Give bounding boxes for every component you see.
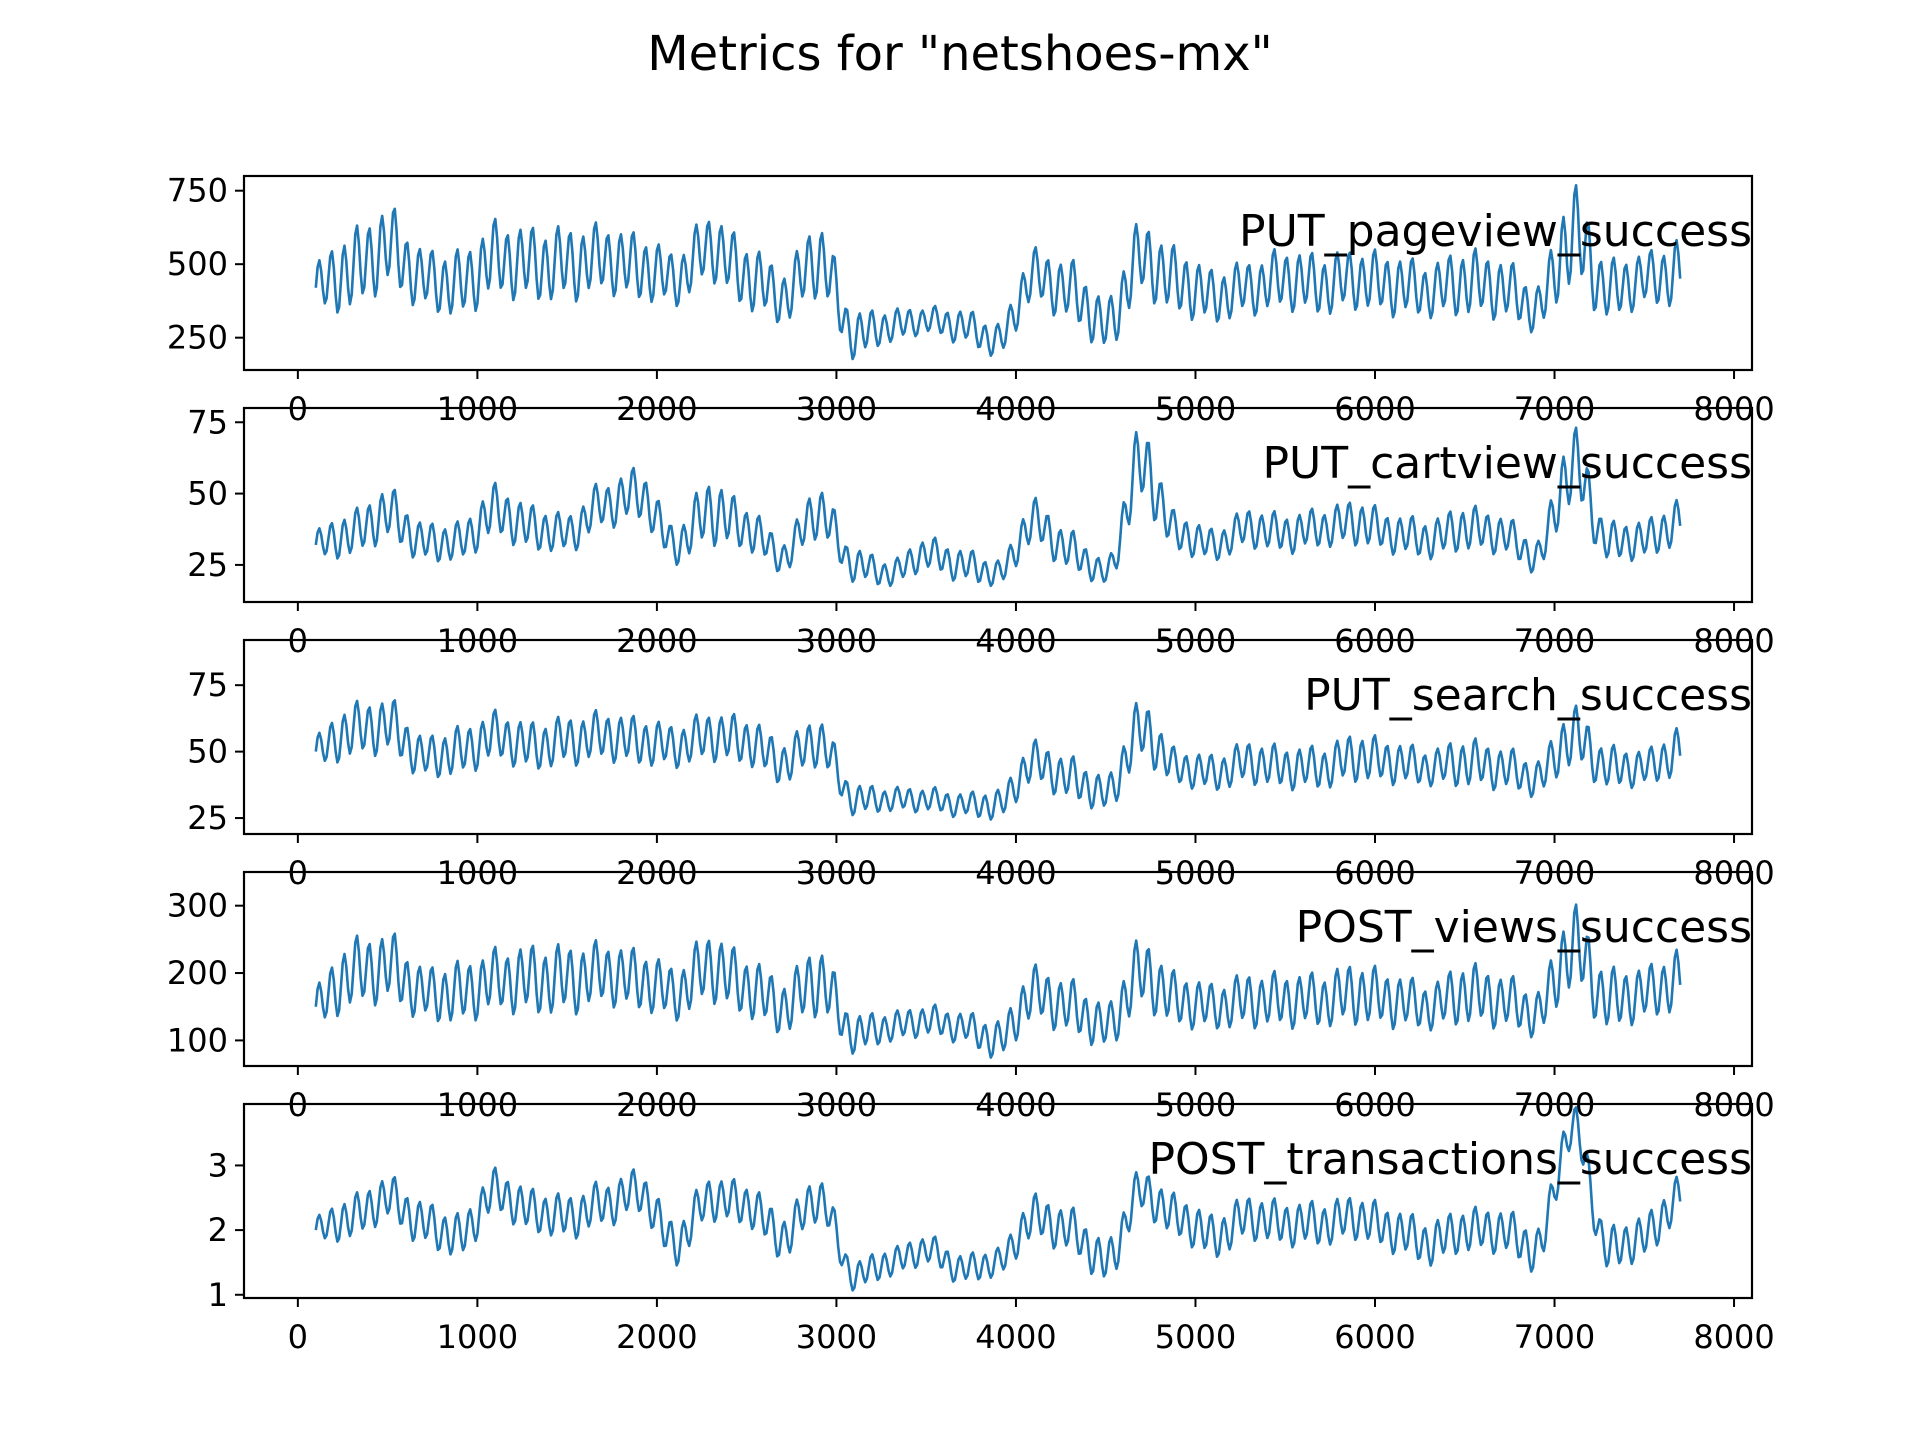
y-tick-label: 3 xyxy=(208,1146,228,1184)
y-tick-label: 750 xyxy=(167,172,228,210)
series-line-POST_views_success xyxy=(314,903,1682,1059)
y-tick-label: 75 xyxy=(187,403,228,441)
panel-label: PUT_cartview_success xyxy=(1262,438,1752,489)
x-tick-label: 5000 xyxy=(1155,1318,1236,1356)
y-tick-label: 75 xyxy=(187,666,228,704)
panel-label: PUT_search_success xyxy=(1304,670,1752,721)
x-tick-label: 2000 xyxy=(616,1318,697,1356)
series-line-POST_transactions_success xyxy=(314,1106,1682,1292)
y-tick-label: 250 xyxy=(167,319,228,357)
y-tick-label: 25 xyxy=(187,799,228,837)
y-tick-label: 200 xyxy=(167,954,228,992)
x-tick-label: 8000 xyxy=(1693,1318,1774,1356)
x-tick-label: 0 xyxy=(288,1318,308,1356)
series-line-PUT_pageview_success xyxy=(314,184,1682,361)
y-tick-label: 500 xyxy=(167,245,228,283)
series-line-PUT_search_success xyxy=(314,699,1682,821)
x-tick-label: 1000 xyxy=(437,1318,518,1356)
axes-frame xyxy=(242,406,1754,604)
axes-frame xyxy=(242,638,1754,836)
x-tick-label: 7000 xyxy=(1514,1318,1595,1356)
y-tick-label: 1 xyxy=(208,1276,228,1314)
axes-frame xyxy=(242,870,1754,1068)
panel-5: 1 2 3 0 1000 2000 3000 4000 5000 6000 7000 8000 POST… xyxy=(208,1102,1775,1356)
panel-label: PUT_pageview_success xyxy=(1239,206,1752,257)
x-tick-label: 3000 xyxy=(796,1318,877,1356)
panel-label: POST_transactions_success xyxy=(1148,1134,1752,1185)
axes-frame xyxy=(242,1102,1754,1300)
y-tick-label: 2 xyxy=(208,1211,228,1249)
y-tick-label: 50 xyxy=(187,475,228,513)
panel-label: POST_views_success xyxy=(1296,902,1752,953)
y-tick-label: 50 xyxy=(187,733,228,771)
chart-title: Metrics for "netshoes-mx" xyxy=(647,26,1273,82)
series-line-PUT_cartview_success xyxy=(314,426,1682,588)
x-tick-label: 6000 xyxy=(1334,1318,1415,1356)
x-tick-label: 4000 xyxy=(975,1318,1056,1356)
y-tick-label: 300 xyxy=(167,887,228,925)
y-tick-label: 25 xyxy=(187,546,228,584)
axes-frame xyxy=(242,174,1754,372)
y-tick-label: 100 xyxy=(167,1021,228,1059)
